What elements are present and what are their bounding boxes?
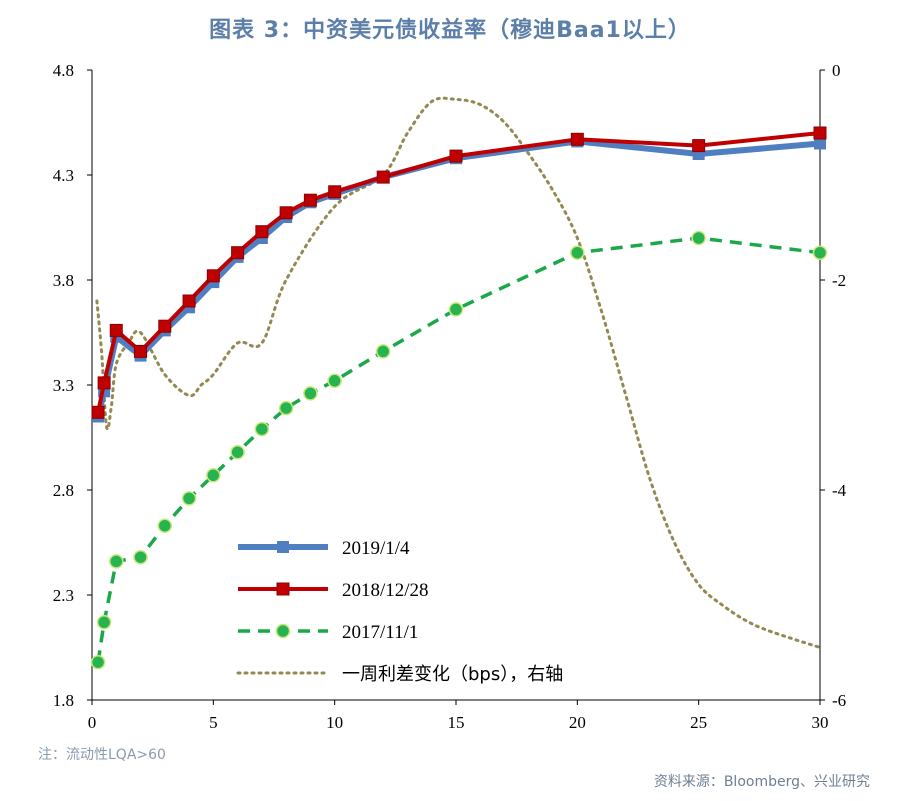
data-point bbox=[570, 132, 584, 146]
data-point bbox=[691, 230, 706, 246]
data-point bbox=[812, 245, 828, 260]
data-point bbox=[230, 444, 245, 460]
data-point bbox=[254, 421, 270, 437]
legend-marker bbox=[277, 541, 289, 553]
data-point bbox=[182, 294, 196, 308]
y-left-tick-label: 4.8 bbox=[53, 61, 74, 80]
data-point bbox=[375, 344, 391, 359]
data-point bbox=[97, 376, 111, 390]
series-line bbox=[95, 96, 822, 649]
x-tick-label: 20 bbox=[569, 713, 586, 732]
data-point bbox=[157, 518, 173, 533]
chart-title: 图表 3：中资美元债收益率（穆迪Baa1以上） bbox=[209, 18, 691, 43]
y-right-tick-label: -2 bbox=[832, 271, 846, 290]
data-point bbox=[570, 245, 585, 260]
series-line bbox=[95, 138, 821, 418]
data-point bbox=[134, 344, 148, 358]
data-point bbox=[133, 549, 148, 565]
data-point bbox=[158, 319, 172, 333]
data-point bbox=[376, 170, 390, 184]
data-point bbox=[449, 149, 463, 163]
legend-label: 2019/1/4 bbox=[342, 538, 410, 559]
data-point bbox=[813, 126, 827, 140]
legend-item-0: 2019/1/4 bbox=[238, 538, 410, 559]
legend-item-1: 2018/12/28 bbox=[238, 580, 429, 601]
x-tick-label: 25 bbox=[690, 713, 707, 732]
y-left-tick-label: 2.3 bbox=[53, 586, 74, 605]
axes: 1.8 2.3 2.8 3.3 3.8 4.3 4.8 -6 -4 -2 0 0 5 10 15 20 25 30 bbox=[53, 61, 847, 732]
x-tick-label: 15 bbox=[448, 713, 465, 732]
source-text: 资料来源：Bloomberg、兴业研究 bbox=[653, 774, 870, 790]
data-point bbox=[328, 185, 342, 199]
data-point bbox=[279, 206, 293, 220]
legend: 2019/1/4 2018/12/28 2017/11/1 一周利差变化（bps），右… bbox=[236, 538, 563, 685]
x-tick-label: 0 bbox=[88, 713, 97, 732]
y-left-tick-label: 1.8 bbox=[53, 691, 74, 710]
y-right-tick-label: -4 bbox=[832, 481, 847, 500]
data-point bbox=[327, 373, 342, 389]
data-point bbox=[303, 386, 318, 401]
data-point bbox=[206, 468, 221, 483]
y-left-tick-label: 2.8 bbox=[53, 481, 74, 500]
legend-label: 一周利差变化（bps），右轴 bbox=[342, 664, 563, 685]
y-right-tick-label: -6 bbox=[832, 691, 846, 710]
legend-marker bbox=[276, 582, 290, 596]
data-point bbox=[231, 246, 245, 260]
series-1 bbox=[91, 126, 827, 419]
data-point bbox=[303, 193, 317, 207]
y-left-tick-label: 3.8 bbox=[53, 271, 74, 290]
series-3 bbox=[95, 96, 822, 649]
x-tick-label: 10 bbox=[326, 713, 343, 732]
data-point bbox=[91, 405, 105, 419]
data-point bbox=[109, 323, 123, 337]
data-point bbox=[96, 615, 112, 630]
x-tick-label: 30 bbox=[812, 713, 829, 732]
data-point bbox=[692, 139, 706, 153]
y-right-tick-label: 0 bbox=[832, 61, 841, 80]
data-point bbox=[206, 269, 220, 283]
y-left-tick-label: 4.3 bbox=[53, 166, 74, 185]
data-point bbox=[181, 491, 197, 506]
legend-marker bbox=[275, 623, 291, 639]
data-point bbox=[278, 400, 294, 416]
y-left-tick-label: 3.3 bbox=[53, 376, 74, 395]
legend-label: 2018/12/28 bbox=[342, 580, 429, 601]
data-point bbox=[90, 654, 106, 670]
series-layer bbox=[90, 96, 828, 670]
series-line bbox=[96, 131, 821, 413]
data-point bbox=[255, 225, 269, 239]
legend-item-2: 2017/11/1 bbox=[238, 622, 418, 643]
data-point bbox=[814, 137, 826, 150]
series-0 bbox=[92, 135, 826, 423]
legend-label: 2017/11/1 bbox=[342, 622, 418, 643]
data-point bbox=[448, 302, 464, 317]
chart-note: 注：流动性LQA>60 bbox=[38, 747, 166, 763]
series-2 bbox=[90, 230, 828, 670]
data-point bbox=[109, 554, 124, 569]
legend-item-3: 一周利差变化（bps），右轴 bbox=[236, 664, 563, 685]
x-tick-label: 5 bbox=[209, 713, 218, 732]
